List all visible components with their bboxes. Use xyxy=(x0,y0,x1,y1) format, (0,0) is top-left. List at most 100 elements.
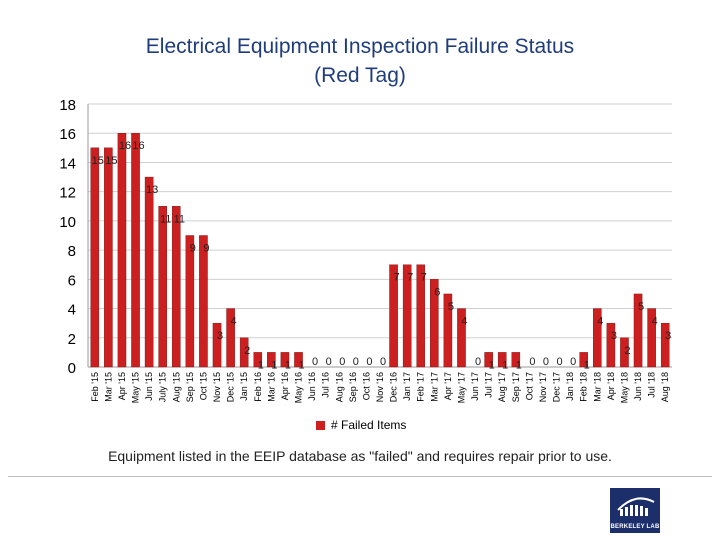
bar xyxy=(593,308,602,368)
data-label: 13 xyxy=(146,184,158,196)
x-tick-label: July '15 xyxy=(158,372,168,402)
x-tick-label: Apr '17 xyxy=(443,372,453,400)
data-label: 2 xyxy=(244,345,250,357)
data-label: 1 xyxy=(516,359,522,371)
x-tick-label: Nov '15 xyxy=(212,372,222,402)
x-tick-label: May '17 xyxy=(456,372,466,403)
data-label: 1 xyxy=(258,359,264,371)
data-label: 9 xyxy=(203,243,209,255)
data-label: 0 xyxy=(312,356,318,368)
bar xyxy=(199,235,208,368)
bar xyxy=(226,308,235,368)
x-tick-label: Dec '17 xyxy=(552,372,562,402)
bar xyxy=(430,279,439,368)
bar xyxy=(144,176,154,368)
data-label: 0 xyxy=(475,356,481,368)
data-label: 3 xyxy=(665,330,671,342)
legend: # Failed Items xyxy=(316,418,406,432)
x-tick-label: Mar '17 xyxy=(429,372,439,402)
data-label: 0 xyxy=(380,356,386,368)
bar xyxy=(117,133,127,368)
x-tick-label: Feb '16 xyxy=(253,372,263,402)
bar xyxy=(104,147,113,368)
data-label: 3 xyxy=(611,330,617,342)
berkeley-lab-logo: BERKELEY LAB xyxy=(610,488,660,533)
x-tick-label: Jun '16 xyxy=(307,372,317,401)
logo-text: BERKELEY LAB xyxy=(610,524,660,530)
x-tick-label: May '16 xyxy=(294,372,304,403)
x-tick-label: Jan '18 xyxy=(565,372,575,401)
x-tick-label: Dec '15 xyxy=(226,372,236,402)
bar xyxy=(511,352,521,368)
data-label: 3 xyxy=(217,330,223,342)
data-label: 7 xyxy=(394,272,400,284)
x-tick-label: Mar '18 xyxy=(592,372,602,402)
bar xyxy=(239,337,249,368)
x-tick-label: Nov '16 xyxy=(375,372,385,402)
y-tick-label: 6 xyxy=(68,272,76,289)
chart-title-line-1: Electrical Equipment Inspection Failure … xyxy=(145,35,575,58)
bar xyxy=(620,337,629,368)
data-label: 0 xyxy=(326,356,332,368)
bar xyxy=(402,264,412,368)
x-tick-label: Aug '16 xyxy=(334,372,344,402)
data-label: 7 xyxy=(421,272,427,284)
bar xyxy=(579,352,588,368)
x-tick-label: Feb '18 xyxy=(579,372,589,402)
y-tick-label: 0 xyxy=(68,360,76,377)
bar xyxy=(280,352,290,368)
data-label: 4 xyxy=(231,316,237,328)
data-label: 1 xyxy=(584,359,590,371)
x-tick-label: Oct '16 xyxy=(361,372,371,400)
y-tick-label: 14 xyxy=(59,155,76,172)
bar xyxy=(633,293,643,368)
data-label: 1 xyxy=(285,359,291,371)
y-tick-label: 12 xyxy=(59,185,76,202)
data-label: 9 xyxy=(190,243,196,255)
x-tick-label: Jun '18 xyxy=(633,372,643,401)
bar xyxy=(172,206,181,368)
bar xyxy=(131,133,140,368)
x-tick-label: Feb '15 xyxy=(90,372,100,402)
bar xyxy=(158,206,167,368)
data-label: 1 xyxy=(298,359,304,371)
x-tick-label: Aug '17 xyxy=(497,372,507,402)
x-tick-label: Jul '16 xyxy=(321,372,331,398)
y-tick-label: 8 xyxy=(68,243,76,260)
x-tick-label: Mar '15 xyxy=(103,372,113,402)
bar xyxy=(497,352,507,368)
data-label: 1 xyxy=(271,359,277,371)
data-label: 7 xyxy=(407,272,413,284)
y-tick-label: 18 xyxy=(59,97,76,114)
legend-swatch xyxy=(316,420,325,430)
data-label: 0 xyxy=(366,356,372,368)
x-tick-label: Aug '15 xyxy=(171,372,181,402)
x-tick-label: Sep '17 xyxy=(511,372,521,402)
divider xyxy=(8,476,712,477)
data-label: 16 xyxy=(119,140,131,152)
y-tick-label: 2 xyxy=(68,331,76,348)
x-tick-label: Jan '15 xyxy=(239,372,249,401)
data-label: 1 xyxy=(502,359,508,371)
x-tick-label: Jun '15 xyxy=(144,372,154,401)
x-tick-label: Jun '17 xyxy=(470,372,480,401)
data-label: 15 xyxy=(92,155,104,167)
data-label: 0 xyxy=(339,356,345,368)
x-tick-label: Oct '15 xyxy=(198,372,208,400)
x-tick-label: Apr '16 xyxy=(280,372,290,400)
x-tick-label: Sep '16 xyxy=(348,372,358,402)
x-tick-label: Jan '17 xyxy=(402,372,412,401)
bar xyxy=(416,264,426,368)
data-label: 0 xyxy=(556,356,562,368)
data-label: 16 xyxy=(132,140,144,152)
x-tick-label: Jul '18 xyxy=(647,372,657,398)
data-label: 0 xyxy=(543,356,549,368)
legend-label: # Failed Items xyxy=(331,418,407,432)
x-tick-label: Apr '18 xyxy=(606,372,616,400)
x-tick-label: Aug '18 xyxy=(660,372,670,402)
bar xyxy=(267,352,276,368)
y-tick-label: 16 xyxy=(59,126,76,143)
data-label: 4 xyxy=(652,316,658,328)
x-tick-label: May '15 xyxy=(131,372,141,403)
